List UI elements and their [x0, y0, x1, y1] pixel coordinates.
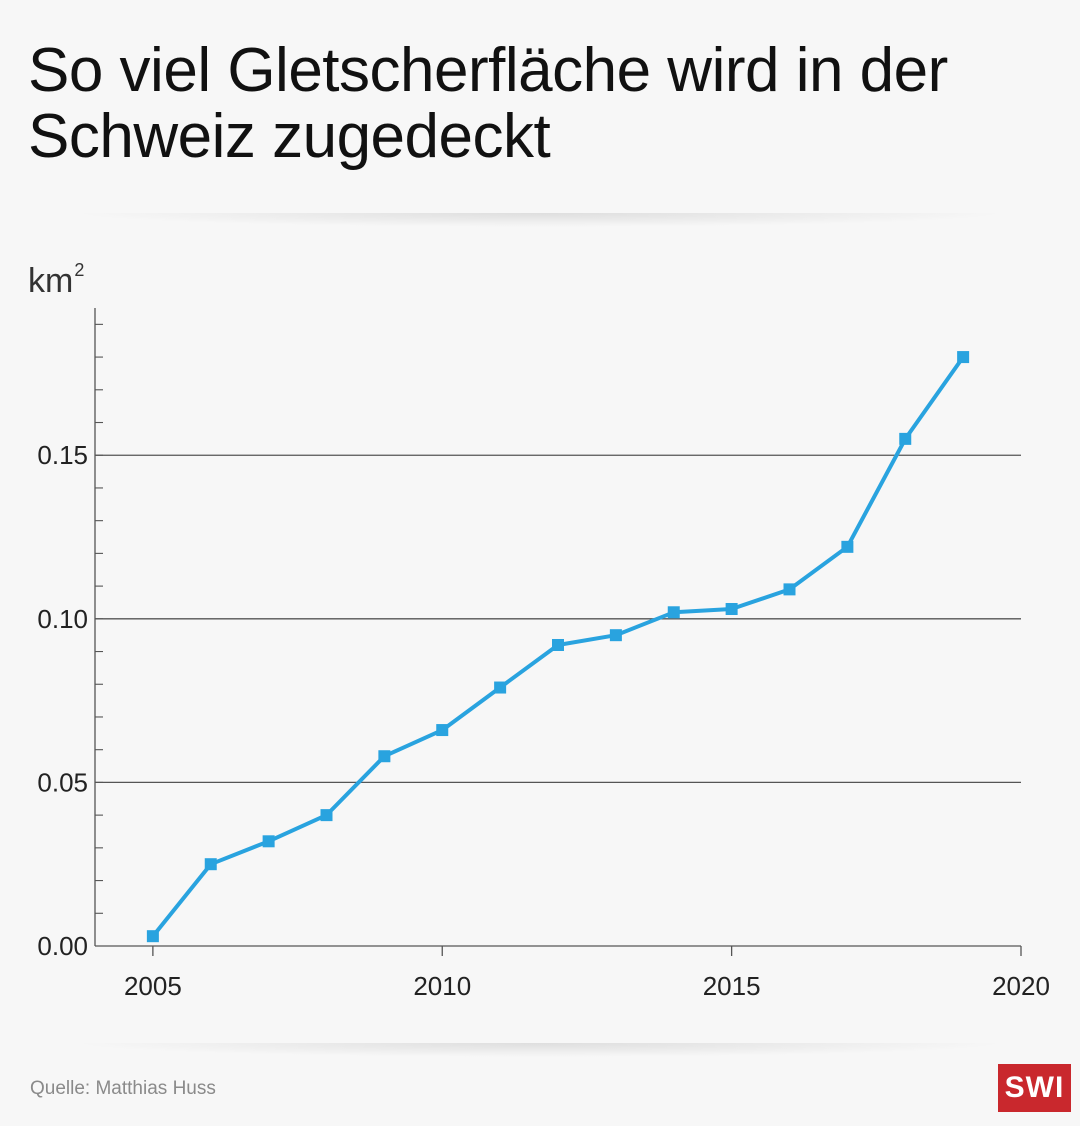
x-tick-label: 2015 — [703, 971, 761, 1001]
data-point-marker — [320, 809, 333, 822]
y-tick-label: 0.15 — [37, 440, 88, 470]
data-point-marker — [899, 432, 912, 445]
y-tick-label: 0.05 — [37, 767, 88, 797]
gridlines — [95, 454, 1021, 784]
data-series — [146, 351, 970, 943]
x-tick-label: 2010 — [413, 971, 471, 1001]
chart-title: So viel Gletscherfläche wird in der Schw… — [28, 36, 948, 171]
data-point-marker — [609, 629, 622, 642]
data-point-marker — [725, 603, 738, 616]
x-tick-label: 2020 — [992, 971, 1050, 1001]
line-chart: 0.00 0.05 0.10 0.15 2005 2010 2015 2020 — [37, 308, 1050, 1001]
y-axis-unit-superscript: 2 — [74, 260, 85, 280]
data-point-marker — [378, 750, 391, 763]
data-point-marker — [436, 724, 449, 737]
data-point-marker — [552, 638, 564, 651]
y-tick-label: 0.10 — [37, 604, 88, 634]
x-tick-label: 2005 — [124, 971, 182, 1001]
header-divider — [70, 213, 1010, 227]
data-point-marker — [841, 540, 854, 553]
source-note: Quelle: Matthias Huss — [30, 1078, 216, 1099]
tick-labels: 0.00 0.05 0.10 0.15 2005 2010 2015 2020 — [37, 440, 1050, 1001]
data-point-marker — [494, 681, 507, 694]
y-tick-label: 0.00 — [37, 931, 88, 961]
data-point-marker — [262, 835, 275, 848]
y-axis-unit: km — [28, 262, 74, 300]
axes — [94, 308, 1022, 956]
data-point-marker — [204, 858, 217, 871]
footer-divider — [70, 1043, 1010, 1057]
data-point-marker — [783, 583, 796, 596]
data-point-marker — [667, 606, 680, 619]
data-point-marker — [146, 930, 159, 943]
swi-logo[interactable]: SWI — [998, 1064, 1071, 1112]
y-axis-unit-label: km2 — [28, 260, 84, 301]
data-point-marker — [957, 351, 970, 364]
